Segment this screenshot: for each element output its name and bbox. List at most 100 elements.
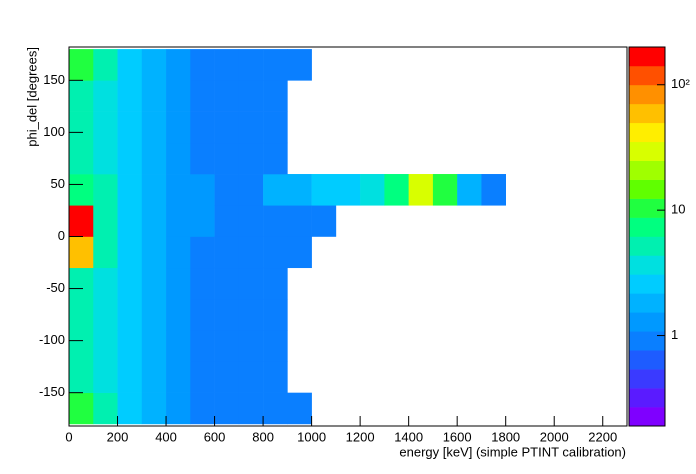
heat-cell	[578, 330, 603, 362]
heat-cell	[530, 330, 555, 362]
heat-cell	[263, 298, 288, 331]
heat-cell	[93, 236, 118, 269]
heat-cell	[481, 80, 506, 112]
heat-cell	[287, 49, 312, 81]
colorbar-frame	[628, 46, 666, 427]
heat-cell	[93, 205, 118, 237]
x-tick-label: 1000	[297, 429, 326, 444]
heat-cell	[117, 392, 143, 425]
heat-cell	[312, 49, 337, 81]
heat-cell	[117, 267, 143, 300]
heat-cell	[603, 112, 628, 144]
z-tick-label: 10	[671, 202, 685, 217]
heat-cell	[457, 205, 482, 237]
heat-cell	[312, 330, 337, 362]
heat-cell	[578, 49, 603, 81]
heat-cell	[554, 49, 579, 81]
heat-cell	[166, 267, 191, 300]
heat-cell	[360, 330, 385, 362]
heat-cell	[457, 143, 482, 175]
heat-cell	[481, 237, 506, 269]
heat-cell	[433, 205, 458, 237]
heat-cell	[312, 237, 337, 269]
heat-cell	[263, 174, 288, 206]
heat-cell	[360, 49, 385, 81]
heat-cell	[360, 80, 385, 112]
heat-cell	[93, 267, 118, 300]
heat-cell	[69, 330, 94, 362]
heat-cell	[506, 80, 531, 112]
heat-cell	[214, 298, 240, 331]
heat-cell	[554, 393, 579, 425]
heat-cell	[603, 361, 628, 393]
heat-cell	[263, 236, 288, 269]
heat-cell	[360, 205, 385, 237]
x-tick-label: 1200	[346, 429, 375, 444]
heat-cell	[433, 299, 458, 331]
heat-cell	[384, 299, 409, 331]
heat-cell	[166, 298, 191, 331]
heat-cell	[214, 80, 240, 112]
heat-cell	[214, 49, 240, 81]
heat-cell	[409, 49, 434, 81]
x-tick-label: 400	[155, 429, 177, 444]
heat-cell	[287, 330, 312, 362]
x-tick-label: 1400	[394, 429, 423, 444]
heat-cell	[603, 268, 628, 300]
heat-cell	[433, 393, 458, 425]
color-band	[629, 312, 665, 332]
heat-cell	[481, 112, 506, 144]
heat-cell	[141, 174, 167, 206]
heat-cell	[93, 298, 118, 331]
heat-cell	[554, 299, 579, 331]
heat-cell	[263, 205, 288, 237]
color-band	[629, 47, 665, 67]
heat-cell	[603, 237, 628, 269]
heat-cell	[578, 174, 603, 206]
heat-cell	[336, 237, 361, 269]
heat-cell	[287, 392, 312, 425]
heat-cell	[69, 392, 94, 425]
heat-cell	[530, 393, 555, 425]
heat-cell	[530, 80, 555, 112]
heat-cell	[384, 393, 409, 425]
heat-cell	[190, 330, 215, 362]
heat-cell	[166, 174, 191, 206]
heat-cell	[117, 236, 143, 269]
heat-cell	[384, 174, 409, 206]
color-band	[629, 274, 665, 294]
heat-cell	[166, 392, 191, 425]
heat-cell	[481, 393, 506, 425]
color-band	[629, 388, 665, 408]
heat-cell	[141, 361, 167, 393]
heat-cell	[93, 49, 118, 81]
heat-cell	[69, 205, 94, 237]
heat-cell	[117, 330, 143, 362]
heat-cell	[336, 205, 361, 237]
heat-cell	[578, 237, 603, 269]
heat-cell	[238, 361, 264, 393]
heat-cell	[214, 330, 240, 362]
heat-cell	[214, 142, 240, 175]
heat-cell	[190, 142, 215, 175]
heat-cell	[336, 361, 361, 393]
heat-cell	[554, 112, 579, 144]
x-tick-label: 2200	[588, 429, 617, 444]
heat-cell	[554, 268, 579, 300]
x-tick-label: 2000	[540, 429, 569, 444]
heat-cell	[554, 330, 579, 362]
heat-cell	[433, 49, 458, 81]
heat-cell	[335, 174, 361, 206]
heat-cell	[384, 143, 409, 175]
heat-cell	[263, 80, 288, 112]
heat-cell	[506, 49, 531, 81]
heat-cell	[69, 298, 94, 331]
heat-cell	[166, 49, 191, 81]
heat-cell	[360, 268, 385, 300]
color-band	[629, 217, 665, 237]
color-band	[629, 84, 665, 105]
heat-cell	[117, 142, 143, 175]
heat-cell	[287, 361, 312, 393]
heat-cell	[263, 142, 288, 175]
color-band	[629, 369, 665, 389]
